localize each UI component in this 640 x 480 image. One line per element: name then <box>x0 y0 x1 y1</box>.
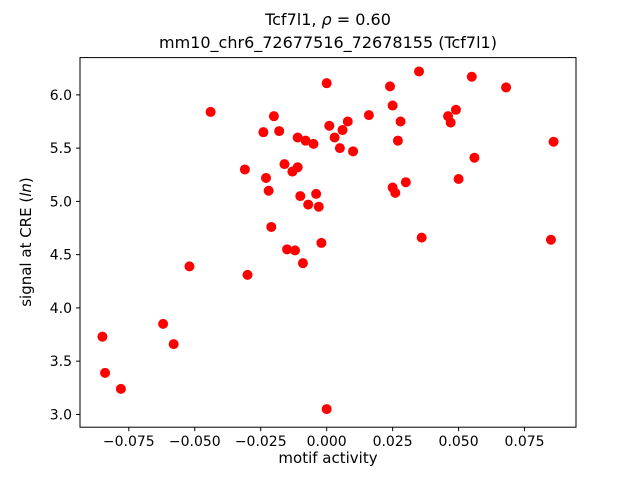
data-point <box>300 135 311 146</box>
data-point <box>414 66 425 77</box>
y-axis-label: signal at CRE (ln) <box>17 177 35 307</box>
data-point <box>297 258 308 269</box>
data-point <box>282 244 293 255</box>
y-tick-label: 4.0 <box>50 301 72 317</box>
x-tick-label: 0.025 <box>373 434 413 450</box>
x-tick-label: −0.075 <box>103 434 155 450</box>
data-point <box>545 234 556 245</box>
data-point <box>266 221 277 232</box>
data-point <box>308 138 319 149</box>
plot-title-corr: = 0.60 <box>331 10 391 29</box>
plot-title: Tcf7l1, ρ = 0.60 <box>80 10 576 30</box>
data-point <box>115 383 126 394</box>
data-point <box>387 100 398 111</box>
data-point <box>416 232 427 243</box>
data-point <box>303 199 314 210</box>
data-point <box>324 120 335 131</box>
x-axis-label: motif activity <box>278 449 378 467</box>
plot-title-gene: Tcf7l1, <box>265 10 322 29</box>
data-point <box>466 71 477 82</box>
x-tick-label: 0.000 <box>307 434 347 450</box>
data-point <box>313 201 324 212</box>
data-point <box>292 162 303 173</box>
data-point <box>321 404 332 415</box>
data-point <box>274 126 285 137</box>
data-point <box>501 82 512 93</box>
x-tick-label: 0.075 <box>505 434 545 450</box>
data-point <box>258 127 269 138</box>
data-point <box>450 104 461 115</box>
data-point <box>168 339 179 350</box>
data-point <box>385 81 395 92</box>
data-point <box>97 331 108 342</box>
data-point <box>242 269 253 280</box>
y-tick-label: 5.0 <box>50 194 72 210</box>
data-point <box>295 191 306 202</box>
data-point <box>400 177 411 188</box>
data-point <box>290 245 301 256</box>
data-point <box>158 318 169 329</box>
data-point <box>453 174 464 185</box>
data-point <box>342 116 353 127</box>
data-point <box>329 132 340 143</box>
data-point <box>100 367 111 378</box>
data-point <box>548 136 559 147</box>
y-tick-label: 3.0 <box>50 407 72 423</box>
data-point <box>311 188 322 199</box>
data-point <box>239 164 250 175</box>
y-axis-label-ln: ln <box>17 183 35 197</box>
y-axis-label-post: ) <box>17 177 35 184</box>
data-point <box>316 237 327 248</box>
data-point <box>445 117 456 128</box>
rho-symbol: ρ <box>321 10 332 29</box>
data-point <box>205 106 216 117</box>
data-point <box>321 78 332 89</box>
data-point <box>392 135 403 146</box>
data-point <box>469 152 480 163</box>
y-tick-label: 5.5 <box>50 141 72 157</box>
y-axis-label-pre: signal at CRE ( <box>17 196 35 307</box>
data-point <box>395 116 406 127</box>
data-point <box>363 110 374 121</box>
data-point <box>279 159 290 170</box>
data-point <box>348 146 359 157</box>
data-point <box>292 132 303 143</box>
y-tick-label: 3.5 <box>50 354 72 370</box>
data-point <box>263 185 274 196</box>
x-tick-label: −0.025 <box>235 434 287 450</box>
data-point <box>261 172 271 183</box>
y-tick-label: 4.5 <box>50 248 72 264</box>
x-tick-label: 0.050 <box>439 434 479 450</box>
x-tick-label: −0.050 <box>169 434 221 450</box>
data-point <box>334 143 345 154</box>
data-point <box>184 261 195 272</box>
plot-frame <box>79 57 577 428</box>
data-point <box>390 187 401 198</box>
data-point <box>268 111 279 122</box>
data-point <box>337 125 348 136</box>
y-tick-label: 6.0 <box>50 88 72 104</box>
plot-subtitle: mm10_chr6_72677516_72678155 (Tcf7l1) <box>159 33 497 52</box>
